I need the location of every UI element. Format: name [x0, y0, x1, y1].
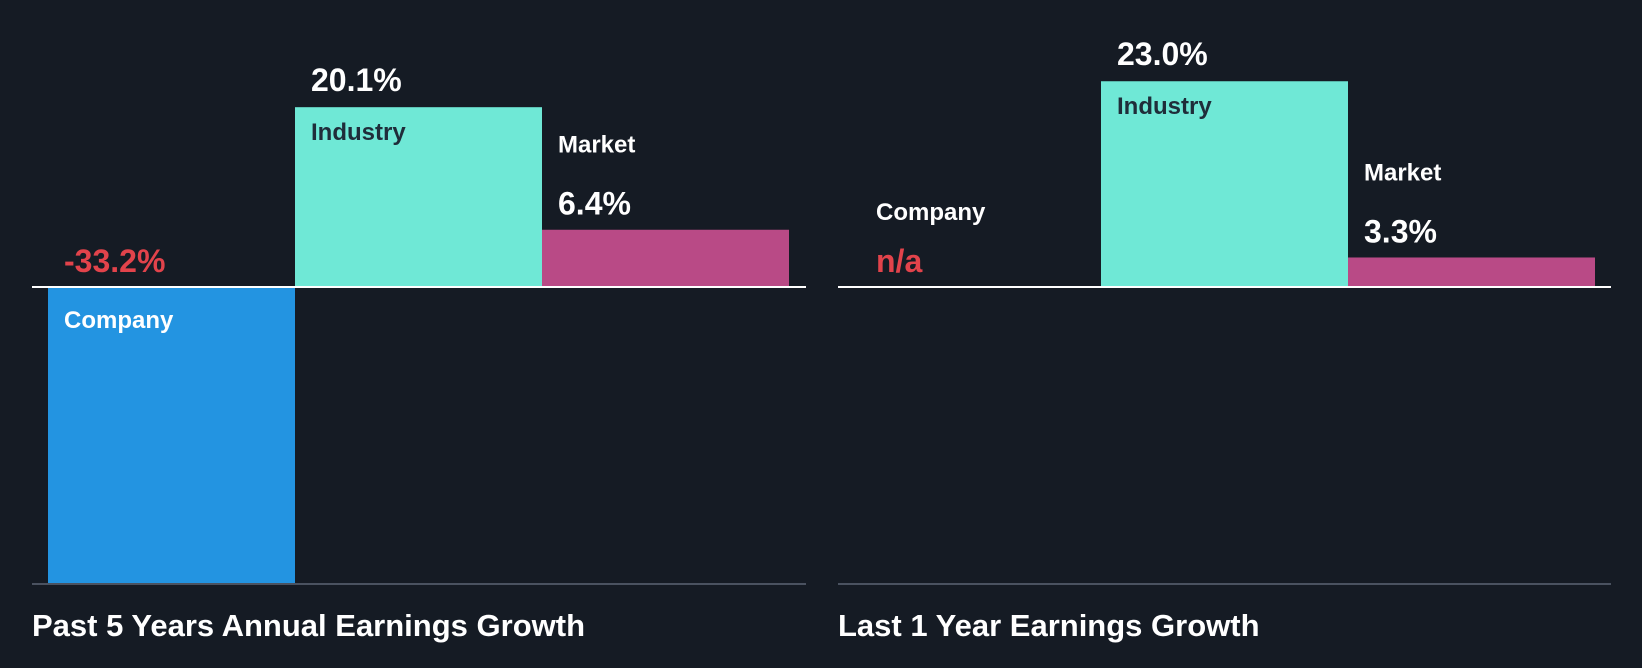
past-5-years-market-category-label: Market	[558, 132, 635, 159]
last-1-year-market-bar	[1348, 257, 1595, 287]
past-5-years-chart-title: Past 5 Years Annual Earnings Growth	[32, 608, 585, 643]
past-5-years-industry-value-label: 20.1%	[311, 62, 402, 98]
last-1-year-company-category-label: Company	[876, 199, 986, 226]
last-1-year-company-value-label: n/a	[876, 243, 922, 279]
last-1-year-chart-title: Last 1 Year Earnings Growth	[838, 608, 1260, 643]
last-1-year-industry-value-label: 23.0%	[1117, 36, 1208, 72]
past-5-years-company-bar	[48, 287, 295, 584]
last-1-year-market-value-label: 3.3%	[1364, 213, 1437, 249]
past-5-years-industry-bar	[295, 107, 542, 287]
last-1-year-market-category-label: Market	[1364, 159, 1441, 186]
last-1-year-industry-category-label: Industry	[1117, 93, 1212, 120]
past-5-years-company-category-label: Company	[64, 307, 174, 334]
last-1-year-industry-bar	[1101, 81, 1348, 288]
past-5-years-market-bar	[542, 229, 789, 287]
past-5-years-industry-category-label: Industry	[311, 119, 406, 146]
past-5-years-market-value-label: 6.4%	[558, 186, 631, 222]
past-5-years-company-value-label: -33.2%	[64, 243, 165, 279]
